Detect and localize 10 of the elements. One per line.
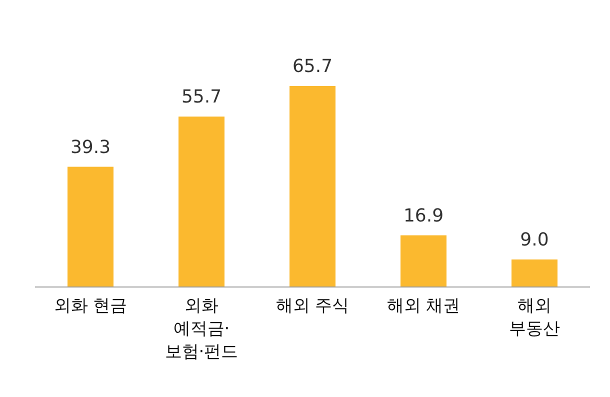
x-tick-label: 해외 채권 <box>386 296 460 316</box>
x-tick-label: 해외 주식 <box>276 296 350 316</box>
data-label: 55.7 <box>181 86 222 108</box>
data-label: 65.7 <box>292 56 333 77</box>
x-tick-label: 해외 부동산 <box>509 296 560 339</box>
x-tick-label: 외화 예적금·보험·펀드 <box>164 296 238 362</box>
data-label: 9.0 <box>520 229 549 250</box>
data-label: 39.3 <box>70 136 111 158</box>
x-tick-label: 외화 현금 <box>54 296 128 316</box>
data-label: 16.9 <box>403 205 444 226</box>
